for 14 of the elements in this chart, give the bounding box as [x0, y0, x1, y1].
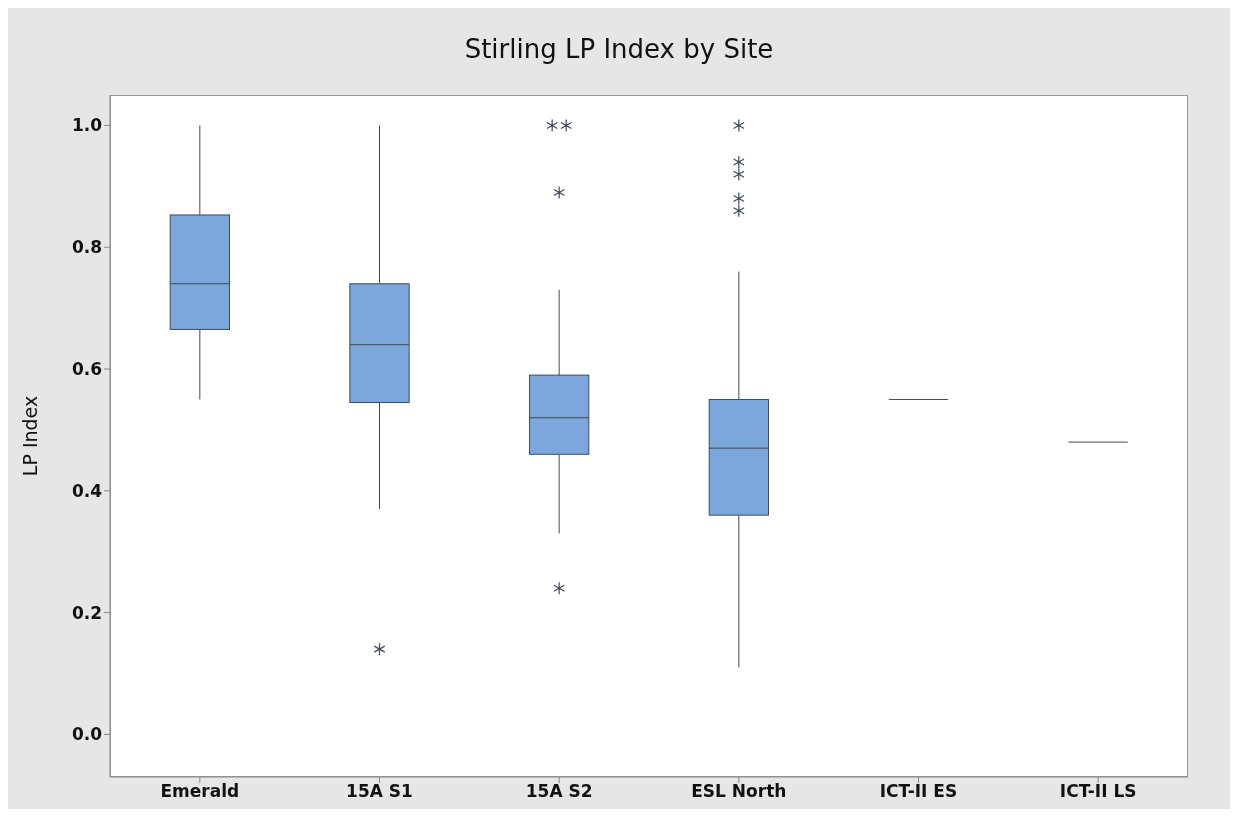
chart-title: Stirling LP Index by Site — [463, 34, 775, 64]
y-tick-label: 0.8 — [71, 237, 102, 258]
y-axis-title: LP Index — [18, 395, 41, 477]
y-tick-label: 0.6 — [71, 359, 102, 380]
x-tick-label: ICT-II LS — [1059, 781, 1137, 802]
x-tick-label: ESL North — [691, 781, 787, 802]
y-tick-label: 0.0 — [71, 724, 103, 745]
x-tick-label: 15A S1 — [346, 781, 413, 802]
y-tick-label: 0.4 — [71, 480, 103, 501]
x-tick-label: ICT-II ES — [879, 781, 958, 802]
y-tick-label: 1.0 — [71, 115, 103, 136]
y-tick-label: 0.2 — [71, 602, 102, 623]
x-tick-label: Emerald — [160, 781, 240, 802]
x-tick-label: 15A S2 — [525, 781, 593, 802]
